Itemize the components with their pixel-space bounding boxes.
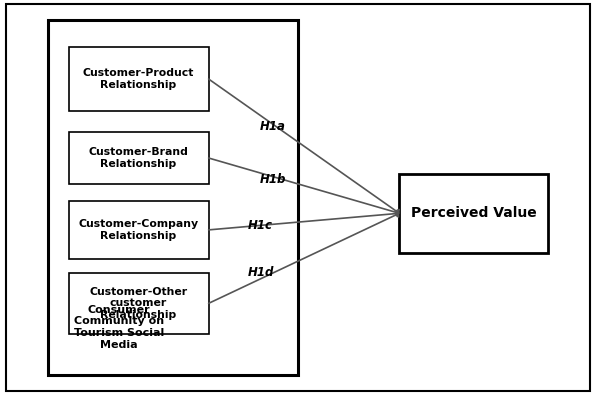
- Text: H1a: H1a: [259, 120, 285, 133]
- Text: Perceived Value: Perceived Value: [411, 206, 536, 220]
- FancyBboxPatch shape: [6, 4, 590, 391]
- FancyBboxPatch shape: [399, 174, 548, 253]
- FancyBboxPatch shape: [48, 20, 298, 375]
- Text: Consumer
Community on
Tourism Social
Media: Consumer Community on Tourism Social Med…: [74, 305, 164, 350]
- Text: H1c: H1c: [247, 219, 272, 231]
- FancyBboxPatch shape: [69, 47, 209, 111]
- Text: H1d: H1d: [247, 266, 274, 279]
- FancyBboxPatch shape: [69, 201, 209, 259]
- Text: Customer-Other
customer
Relationship: Customer-Other customer Relationship: [89, 286, 188, 320]
- Text: Customer-Product
Relationship: Customer-Product Relationship: [83, 68, 194, 90]
- Text: Customer-Company
Relationship: Customer-Company Relationship: [79, 219, 198, 241]
- FancyBboxPatch shape: [69, 132, 209, 184]
- FancyBboxPatch shape: [69, 273, 209, 334]
- Text: Customer-Brand
Relationship: Customer-Brand Relationship: [89, 147, 188, 169]
- Text: H1b: H1b: [259, 173, 285, 186]
